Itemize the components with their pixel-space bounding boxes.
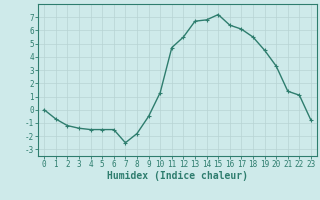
X-axis label: Humidex (Indice chaleur): Humidex (Indice chaleur) xyxy=(107,171,248,181)
